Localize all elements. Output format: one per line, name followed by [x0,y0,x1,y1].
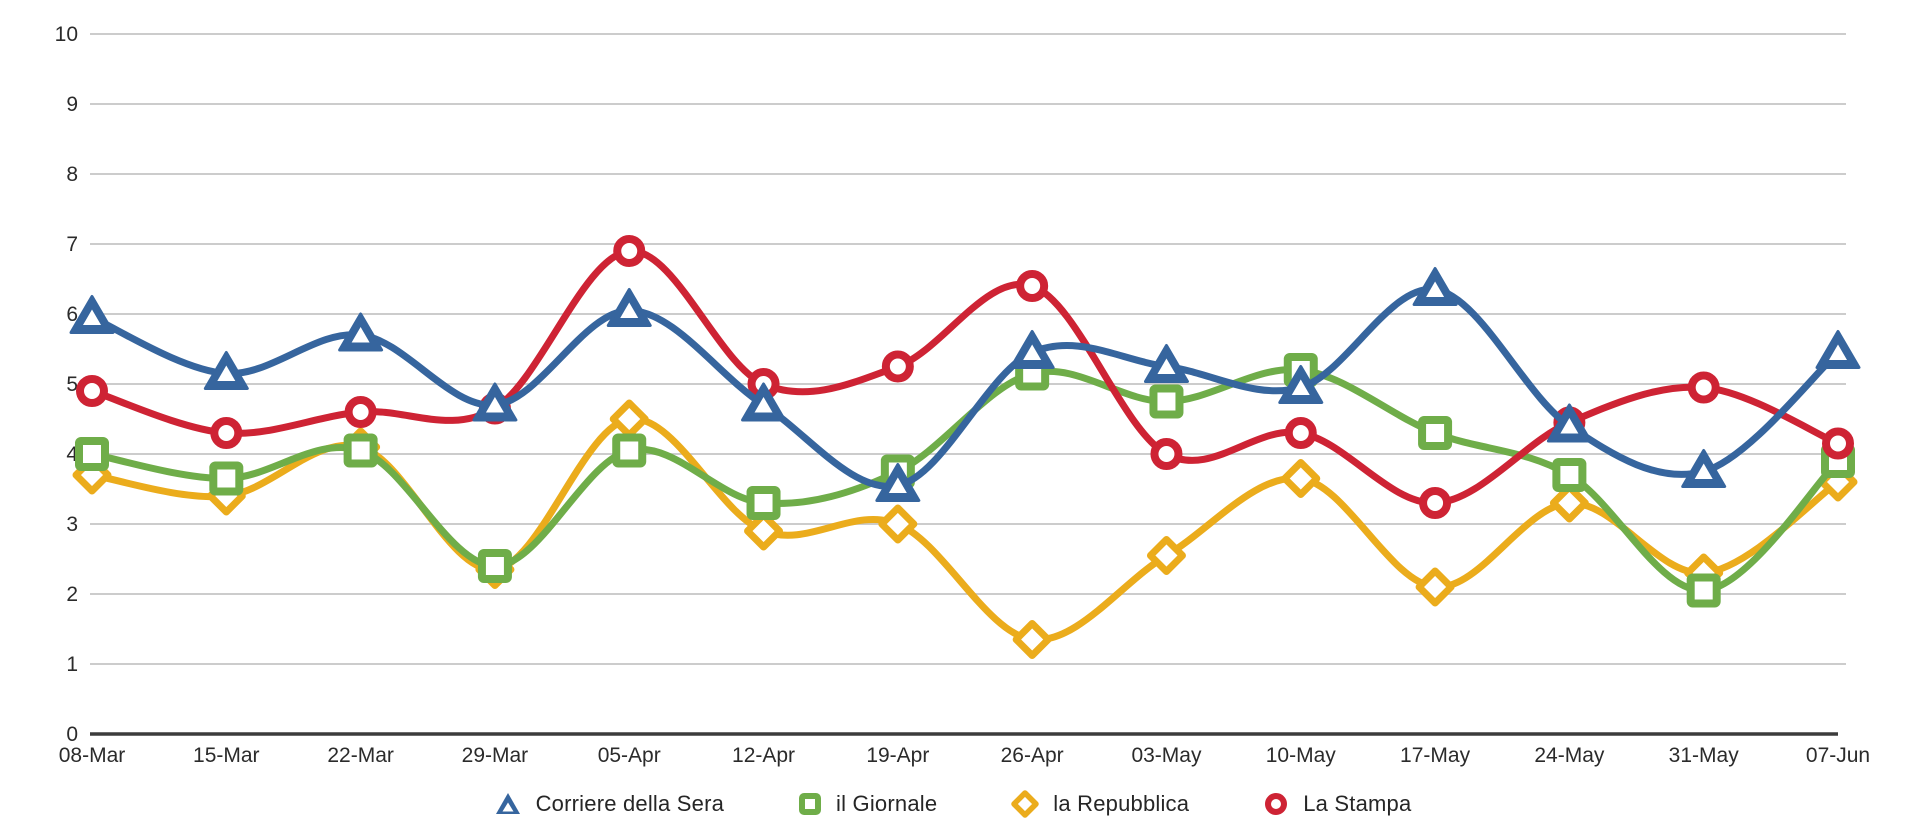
diamond-marker [1415,567,1455,607]
circle-marker [881,350,914,383]
x-tick-label: 31-May [1669,744,1740,767]
triangle-marker-center [1291,379,1310,395]
square-marker [209,461,244,496]
triangle-marker-center [83,309,101,325]
legend-label-la-stampa: La Stampa [1303,791,1412,816]
series-triangle [69,267,1861,502]
circle-marker [1150,438,1183,470]
x-tick-label: 07-Jun [1806,744,1870,767]
triangle-marker-center [351,327,370,343]
circle-marker [76,375,108,407]
legend-item-il-giornale: il Giornale [798,791,937,817]
square-marker [343,433,378,468]
triangle-marker-center [1560,418,1579,434]
series-line [88,247,1842,507]
x-tick-label: 24-May [1534,744,1605,767]
circle-marker [613,235,646,267]
diamond-marker [744,511,784,551]
x-tick-label: 12-Apr [732,744,795,767]
legend-label-corriere-della-sera: Corriere della Sera [535,791,725,816]
x-tick-label: 10-May [1266,744,1337,767]
triangle-marker-center [1023,344,1042,360]
circle-marker [1016,270,1049,302]
x-tick-label: 15-Mar [193,744,260,767]
triangle-marker-center [1157,358,1176,374]
y-tick-label: 7 [66,233,78,256]
x-tick-label: 05-Apr [598,744,661,767]
diamond-marker [609,399,649,439]
diamond-marker [1281,459,1321,498]
square-marker [1418,416,1453,450]
legend-item-la-repubblica: la Repubblica [1011,790,1189,818]
y-tick-label: 2 [66,583,78,606]
x-tick-label: 17-May [1400,744,1471,767]
y-tick-label: 5 [66,373,78,396]
triangle-marker-center [1426,281,1445,297]
x-tick-label: 22-Mar [327,744,394,767]
square-marker [75,437,109,471]
chart-legend: Corriere della Sera il Giornale la Repub… [0,790,1905,818]
triangle-marker-center [620,302,639,318]
circle-marker [344,396,377,428]
x-tick-label: 19-Apr [866,744,929,767]
series-circle [76,235,1854,519]
y-tick-label: 1 [66,653,78,676]
diamond-marker [1146,536,1186,575]
legend-item-la-stampa: La Stampa [1263,791,1411,817]
square-marker [1686,573,1721,608]
square-marker [477,549,512,583]
square-marker [1149,384,1184,419]
circle-marker [1419,487,1452,519]
square-marker [612,433,647,468]
circle-marker [1687,371,1720,404]
triangle-marker-center [754,397,773,413]
diamond-marker-icon [1011,790,1040,818]
y-tick-label: 9 [66,93,78,116]
diamond-marker [1549,483,1589,523]
legend-label-il-giornale: il Giornale [836,791,938,816]
circle-marker [1822,427,1854,460]
square-marker-icon [799,793,822,815]
y-tick-label: 6 [66,303,78,326]
triangle-marker-icon [495,793,520,814]
y-tick-label: 10 [55,23,78,46]
x-tick-label: 08-Mar [59,744,126,767]
triangle-marker-center [217,365,236,381]
circle-marker [210,417,243,449]
diamond-marker [878,504,918,544]
x-tick-label: 26-Apr [1001,744,1064,767]
y-tick-label: 3 [66,513,78,536]
square-marker [746,486,781,520]
legend-item-corriere-della-sera: Corriere della Sera [494,791,724,817]
x-tick-label: 03-May [1131,744,1202,767]
triangle-marker-center [1694,463,1713,479]
x-tick-label: 29-Mar [462,744,529,767]
circle-marker [1284,417,1317,449]
triangle-marker-center [888,477,907,493]
y-tick-label: 8 [66,163,78,186]
triangle-marker-center [485,397,504,413]
circle-marker-icon [1265,793,1288,815]
series-square [75,353,1855,608]
legend-label-la-repubblica: la Repubblica [1053,791,1190,816]
series-line [88,285,1842,490]
diamond-marker [1012,620,1052,659]
triangle-marker-center [1829,344,1847,360]
y-tick-label: 0 [66,723,78,746]
square-marker [1552,458,1587,492]
